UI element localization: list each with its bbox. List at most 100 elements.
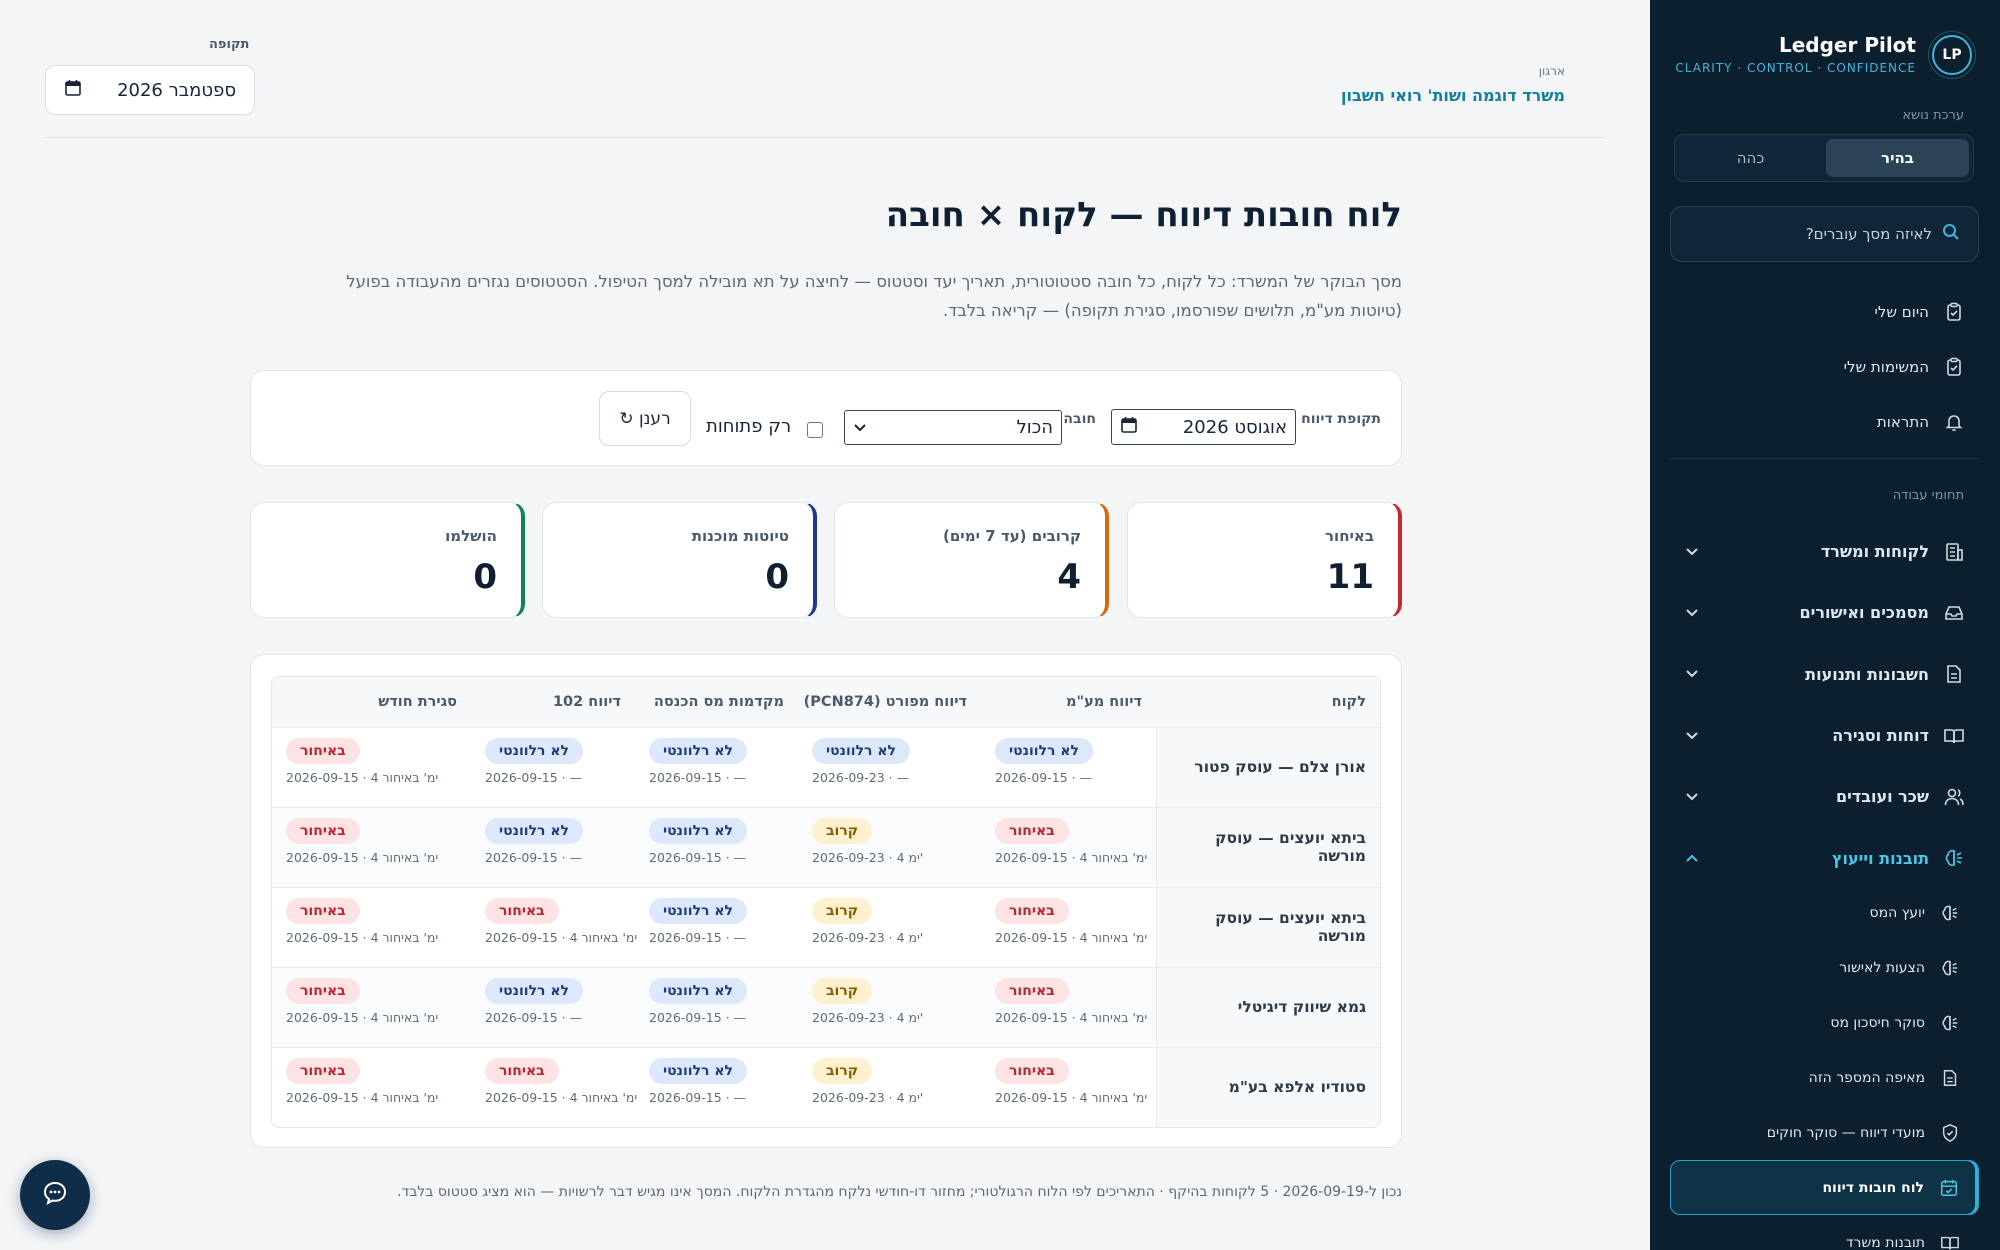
obligation-cell[interactable]: קרוב 2026-09-23 · 4 ימ': [798, 807, 981, 887]
status-badge: באיחור: [995, 897, 1069, 924]
due-date-meta: 2026-09-23 · 4 ימ': [812, 849, 924, 865]
brand[interactable]: LP Ledger Pilot CLARITY · CONTROL · CONF…: [1674, 31, 1976, 81]
period-picker[interactable]: ספטמבר 2026: [45, 65, 255, 115]
status-badge: לא רלוונטי: [485, 737, 584, 764]
obligation-cell[interactable]: לא רלוונטי 2026-09-15 · —: [635, 1047, 798, 1127]
sidebar-item-my-day[interactable]: היום שלי: [1670, 284, 1979, 339]
obligation-cell[interactable]: לא רלוונטי 2026-09-15 · —: [635, 807, 798, 887]
status-badge: באיחור: [286, 817, 360, 844]
obligation-cell[interactable]: באיחור 2026-09-15 · 4 ימ' באיחור: [272, 967, 471, 1047]
due-date-meta: 2026-09-15 · —: [649, 849, 747, 865]
client-name-cell[interactable]: אורן צלם — עוסק פטור: [1155, 727, 1380, 807]
sidebar-item-suggestions[interactable]: הצעות לאישור: [1670, 940, 1979, 995]
kpi-completed[interactable]: הושלמו 0: [250, 502, 525, 618]
sidebar-item-office-insights[interactable]: תובנות משרד: [1670, 1215, 1979, 1250]
sidebar-item-clients-office[interactable]: לקוחות ומשרד: [1670, 521, 1979, 582]
obligation-cell[interactable]: קרוב 2026-09-23 · 4 ימ': [798, 887, 981, 967]
chevron-down-icon[interactable]: [1684, 789, 1700, 805]
obligation-cell[interactable]: באיחור 2026-09-15 · 4 ימ' באיחור: [981, 1047, 1156, 1127]
chat-button[interactable]: [20, 1160, 90, 1230]
report-period-picker[interactable]: אוגוסט 2026: [1111, 409, 1296, 445]
theme-light-button[interactable]: בהיר: [1826, 139, 1969, 177]
sidebar: LP Ledger Pilot CLARITY · CONTROL · CONF…: [1650, 0, 2000, 1250]
sidebar-item-deadlines-rules[interactable]: מועדי דיווח — סוקר חוקים: [1670, 1105, 1979, 1160]
obligation-cell[interactable]: באיחור 2026-09-15 · 4 ימ' באיחור: [272, 887, 471, 967]
obligation-cell[interactable]: באיחור 2026-09-15 · 4 ימ' באיחור: [981, 967, 1156, 1047]
obligation-cell[interactable]: באיחור 2026-09-15 · 4 ימ' באיחור: [272, 807, 471, 887]
brain-icon: [1943, 847, 1965, 869]
obligation-cell[interactable]: לא רלוונטי 2026-09-23 · —: [798, 727, 981, 807]
chevron-down-icon[interactable]: [1684, 666, 1700, 682]
building-icon: [1943, 541, 1965, 563]
client-name-cell[interactable]: ביתא יועצים — עוסק מורשה: [1155, 887, 1380, 967]
obligation-cell[interactable]: באיחור 2026-09-15 · 4 ימ' באיחור: [272, 1047, 471, 1127]
column-header-income-tax-advances: מקדמות מס הכנסה: [653, 693, 784, 710]
calendar-icon[interactable]: [64, 79, 82, 102]
obligation-cell[interactable]: קרוב 2026-09-23 · 4 ימ': [798, 1047, 981, 1127]
due-date-meta: 2026-09-23 · —: [812, 769, 910, 785]
obligation-cell[interactable]: באיחור 2026-09-15 · 4 ימ' באיחור: [981, 807, 1156, 887]
sidebar-item-accounts[interactable]: חשבונות ותנועות: [1670, 644, 1979, 705]
status-badge: קרוב: [812, 977, 873, 1004]
sidebar-item-reports[interactable]: דוחות וסגירה: [1670, 705, 1979, 766]
sidebar-item-payroll[interactable]: שכר ועובדים: [1670, 766, 1979, 827]
client-name-cell[interactable]: סטודיו אלפא בע"מ: [1155, 1047, 1380, 1127]
sidebar-item-number-origin[interactable]: מאיפה המספר הזה: [1670, 1050, 1979, 1105]
sidebar-item-tax-advisor[interactable]: יועץ המס: [1670, 885, 1979, 940]
obligation-cell[interactable]: לא רלוונטי 2026-09-15 · —: [635, 967, 798, 1047]
sidebar-divider: [1670, 458, 1979, 459]
obligations-table-card: לקוח דיווח מע"מ דיווח מפורט (PCN874) מקד…: [250, 654, 1402, 1148]
obligation-cell[interactable]: באיחור 2026-09-15 · 4 ימ' באיחור: [471, 887, 637, 967]
refresh-button[interactable]: רענן ↻: [599, 391, 691, 446]
kpi-drafts-ready[interactable]: טיוטות מוכנות 0: [542, 502, 817, 618]
obligation-cell[interactable]: באיחור 2026-09-15 · 4 ימ' באיחור: [981, 887, 1156, 967]
obligation-cell[interactable]: לא רלוונטי 2026-09-15 · —: [471, 807, 635, 887]
obligation-cell[interactable]: לא רלוונטי 2026-09-15 · —: [471, 727, 635, 807]
kpi-value: 4: [1057, 557, 1081, 597]
page-title: לוח חובות דיווח — לקוח × חובה: [885, 195, 1402, 235]
org-name[interactable]: משרד דוגמה ושות' רואי חשבון: [1341, 86, 1565, 105]
status-badge: באיחור: [286, 977, 360, 1004]
sidebar-item-alerts[interactable]: התראות: [1670, 394, 1979, 449]
chevron-down-icon[interactable]: [1684, 605, 1700, 621]
table-row: גמא שיווק דיגיטלי באיחור 2026-09-15 · 4 ימ…: [272, 967, 1380, 1047]
obligation-cell[interactable]: קרוב 2026-09-23 · 4 ימ': [798, 967, 981, 1047]
sidebar-item-tax-savings[interactable]: סוקר חיסכון מס: [1670, 995, 1979, 1050]
sidebar-item-obligations-board[interactable]: לוח חובות דיווח: [1670, 1160, 1979, 1215]
filter-bar: תקופת דיווח אוגוסט 2026 חובה הכול רק פתו…: [250, 370, 1402, 466]
screen-search-input[interactable]: [1689, 225, 1932, 243]
kpi-overdue[interactable]: באיחור 11: [1127, 502, 1402, 618]
table-row: סטודיו אלפא בע"מ באיחור 2026-09-15 · 4 ימ'…: [272, 1047, 1380, 1127]
due-date-meta: 2026-09-15 · —: [995, 769, 1093, 785]
calendar-icon[interactable]: [1120, 416, 1138, 439]
open-only-checkbox[interactable]: [807, 422, 823, 438]
obligation-cell[interactable]: לא רלוונטי 2026-09-15 · —: [471, 967, 635, 1047]
obligation-cell[interactable]: לא רלוונטי 2026-09-15 · —: [981, 727, 1156, 807]
personal-nav: היום שלי המשימות שלי התראות: [1670, 284, 1979, 449]
due-date-meta: 2026-09-15 · 4 ימ' באיחור: [995, 1089, 1148, 1105]
sidebar-item-label: מאיפה המספר הזה: [1808, 1069, 1925, 1086]
due-date-meta: 2026-09-15 · —: [485, 1009, 583, 1025]
obligation-cell[interactable]: לא רלוונטי 2026-09-15 · —: [635, 727, 798, 807]
sidebar-item-label: תובנות משרד: [1845, 1234, 1925, 1250]
brain-icon: [1939, 1012, 1961, 1034]
obligation-cell[interactable]: לא רלוונטי 2026-09-15 · —: [635, 887, 798, 967]
sidebar-item-documents[interactable]: מסמכים ואישורים: [1670, 582, 1979, 643]
sidebar-item-insights[interactable]: תובנות וייעוץ: [1670, 827, 1979, 888]
client-name-cell[interactable]: ביתא יועצים — עוסק מורשה: [1155, 807, 1380, 887]
kpi-upcoming[interactable]: קרובים (עד 7 ימים) 4: [834, 502, 1109, 618]
obligation-cell[interactable]: באיחור 2026-09-15 · 4 ימ' באיחור: [471, 1047, 637, 1127]
table-row: אורן צלם — עוסק פטור לא רלוונטי 2026-09-15…: [272, 727, 1380, 807]
chevron-down-icon[interactable]: [1684, 544, 1700, 560]
top-bar: תקופה ספטמבר 2026 ארגון משרד דוגמה ושות'…: [45, 0, 1605, 138]
chevron-up-icon[interactable]: [1684, 850, 1700, 866]
open-only-label[interactable]: רק פתוחות: [706, 416, 792, 437]
period-label: תקופה: [209, 37, 250, 52]
obligations-table: לקוח דיווח מע"מ דיווח מפורט (PCN874) מקד…: [271, 676, 1381, 1128]
sidebar-item-my-tasks[interactable]: המשימות שלי: [1670, 339, 1979, 394]
client-name-cell[interactable]: גמא שיווק דיגיטלי: [1155, 967, 1380, 1047]
obligation-cell[interactable]: באיחור 2026-09-15 · 4 ימ' באיחור: [272, 727, 471, 807]
chevron-down-icon[interactable]: [1684, 728, 1700, 744]
theme-dark-button[interactable]: כהה: [1736, 149, 1765, 167]
obligation-select[interactable]: הכול: [844, 410, 1062, 445]
